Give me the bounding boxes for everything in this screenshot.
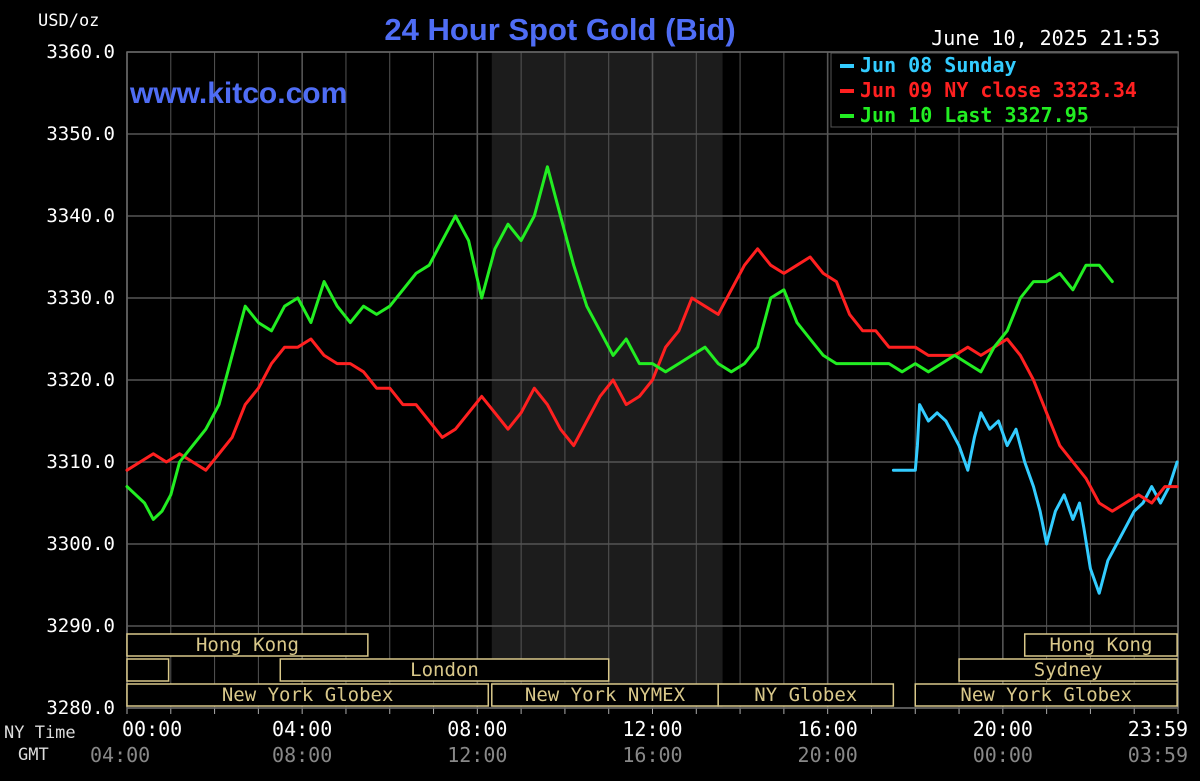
session-bar (279, 658, 610, 682)
x-tick-label-gmt: 04:00 (90, 743, 150, 767)
y-tick-label: 3340.0 (46, 205, 115, 227)
session-label: New York Globex (960, 684, 1132, 706)
series-layer (125, 165, 1179, 595)
session-label: New York Globex (222, 684, 394, 706)
session-bar (717, 683, 895, 707)
x-tick-label-ny: 20:00 (973, 717, 1033, 741)
x-axis-ny-label: NY Time (4, 723, 76, 743)
x-tick-label-gmt: 12:00 (447, 743, 507, 767)
legend-box (830, 52, 1179, 128)
x-tick-label-ny: 04:00 (272, 717, 332, 741)
plot-frame (126, 51, 1179, 709)
y-axis-unit-label: USD/oz (38, 11, 99, 31)
session-label: Hong Kong (1049, 634, 1152, 656)
legend-entry-text: Jun 08 Sunday (860, 53, 1017, 77)
x-tick-label-gmt: 16:00 (622, 743, 682, 767)
session-bar (126, 658, 170, 682)
y-tick-label: 3300.0 (46, 533, 115, 555)
x-tick-label-ny: 16:00 (798, 717, 858, 741)
series-line-1 (891, 403, 1179, 595)
grid-layer (126, 51, 1179, 714)
session-label: NY Globex (754, 684, 857, 706)
y-tick-label: 3290.0 (46, 615, 115, 637)
x-tick-label-ny: 12:00 (622, 717, 682, 741)
y-tick-label: 3310.0 (46, 451, 115, 473)
session-bar (126, 633, 369, 657)
x-tick-label-gmt: 03:59 (1128, 743, 1188, 767)
session-label: London (410, 659, 479, 681)
session-bar (914, 683, 1178, 707)
series-line-3 (125, 165, 1114, 521)
session-bars-layer: Hong Kong London New York Globex New York N… (126, 633, 1178, 707)
y-tick-label: 3280.0 (46, 697, 115, 719)
session-bar (126, 683, 490, 707)
x-tick-label-gmt: 08:00 (272, 743, 332, 767)
watermark-url: www.kitco.com (129, 77, 347, 110)
x-tick-label-ny: 23:59 (1128, 717, 1188, 741)
series-line-2 (125, 247, 1179, 513)
x-tick-label-gmt: 00:00 (973, 743, 1033, 767)
session-label: Sydney (1034, 659, 1103, 681)
chart-timestamp: June 10, 2025 21:53 (931, 26, 1160, 50)
y-tick-label: 3330.0 (46, 287, 115, 309)
x-tick-label-ny: 00:00 (122, 717, 182, 741)
legend-entry-text: Jun 09 NY close 3323.34 (860, 78, 1137, 102)
legend-entry-text: Jun 10 Last 3327.95 (860, 103, 1089, 127)
x-tick-label-ny: 08:00 (447, 717, 507, 741)
chart-title: 24 Hour Spot Gold (Bid) (384, 12, 735, 47)
axis-layer: 3360.0 3350.0 3340.0 3330.0 3320.0 3310.0 3300… (46, 41, 1188, 767)
session-label: New York NYMEX (525, 684, 686, 706)
y-tick-label: 3320.0 (46, 369, 115, 391)
x-tick-label-gmt: 20:00 (798, 743, 858, 767)
session-label: Hong Kong (196, 634, 299, 656)
session-bar (958, 658, 1178, 682)
session-bar (1023, 633, 1178, 657)
y-tick-label: 3350.0 (46, 123, 115, 145)
x-axis-gmt-label: GMT (18, 745, 49, 765)
y-tick-label: 3360.0 (46, 41, 115, 63)
